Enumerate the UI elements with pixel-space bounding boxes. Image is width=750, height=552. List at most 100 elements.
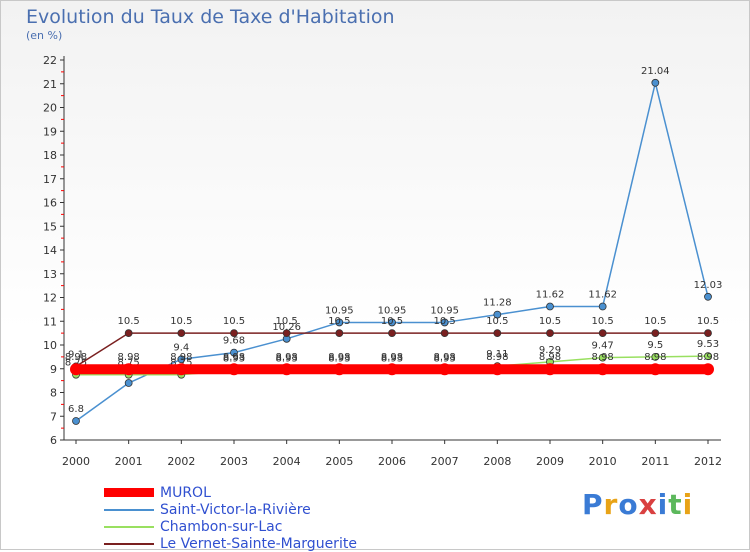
data-point bbox=[546, 302, 554, 311]
x-tick-label: 2003 bbox=[220, 455, 248, 468]
y-tick-label: 16 bbox=[43, 197, 57, 210]
data-label: 10.5 bbox=[434, 316, 456, 327]
data-point bbox=[438, 363, 451, 376]
y-tick-label: 21 bbox=[43, 78, 57, 91]
data-point bbox=[704, 292, 712, 301]
data-point bbox=[177, 329, 186, 338]
data-label: 9.53 bbox=[697, 339, 719, 350]
data-point bbox=[598, 329, 607, 338]
data-point bbox=[335, 318, 344, 327]
data-point bbox=[386, 363, 398, 376]
data-point bbox=[280, 363, 293, 376]
data-point bbox=[440, 318, 449, 327]
data-point bbox=[546, 329, 554, 338]
data-point bbox=[333, 363, 346, 376]
logo-letter: P bbox=[582, 488, 604, 521]
y-tick-label: 13 bbox=[43, 268, 57, 281]
data-label: 8.98 bbox=[539, 352, 561, 363]
data-point bbox=[493, 329, 502, 338]
x-tick-label: 2010 bbox=[589, 455, 617, 468]
data-point bbox=[228, 363, 240, 376]
data-label: 10.95 bbox=[325, 305, 354, 316]
data-point bbox=[649, 363, 662, 376]
data-point bbox=[388, 318, 396, 327]
data-label: 12.03 bbox=[694, 280, 723, 291]
data-point bbox=[491, 363, 504, 376]
data-label: 8.93 bbox=[223, 353, 245, 364]
data-point bbox=[70, 363, 82, 376]
logo-letter: r bbox=[603, 488, 619, 521]
legend-swatch bbox=[104, 508, 154, 511]
legend-label: Le Vernet-Sainte-Marguerite bbox=[160, 535, 357, 552]
legend-label: Saint-Victor-la-Rivière bbox=[160, 501, 311, 518]
y-tick-label: 8 bbox=[50, 387, 57, 400]
data-point bbox=[651, 78, 660, 87]
data-label: 9.11 bbox=[486, 349, 508, 360]
y-tick-label: 19 bbox=[43, 125, 57, 138]
chart-title: Evolution du Taux de Taxe d'Habitation bbox=[26, 6, 395, 28]
legend-item: Saint-Victor-la-Rivière bbox=[104, 501, 357, 518]
data-label: 8.93 bbox=[381, 353, 403, 364]
data-label: 10.5 bbox=[276, 316, 298, 327]
y-tick-label: 15 bbox=[43, 220, 57, 233]
data-point bbox=[493, 310, 502, 319]
data-label: 9.5 bbox=[647, 340, 663, 351]
data-point bbox=[651, 352, 660, 361]
data-point bbox=[598, 353, 607, 362]
data-label: 9.4 bbox=[173, 342, 189, 353]
y-tick-label: 7 bbox=[50, 410, 57, 423]
data-label: 8.98 bbox=[381, 352, 403, 363]
logo-letter: i bbox=[657, 488, 669, 521]
data-point bbox=[124, 379, 133, 387]
x-tick-label: 2006 bbox=[378, 455, 406, 468]
data-label: 8.98 bbox=[434, 352, 456, 363]
legend-item: Le Vernet-Sainte-Marguerite bbox=[104, 535, 357, 552]
data-label: 10.5 bbox=[118, 316, 140, 327]
x-tick-label: 2009 bbox=[536, 455, 564, 468]
legend-swatch bbox=[104, 488, 154, 497]
data-label: 9.47 bbox=[592, 341, 614, 352]
x-tick-label: 2000 bbox=[62, 455, 90, 468]
proxiti-logo: Proxiti bbox=[582, 488, 693, 521]
data-label: 6.8 bbox=[68, 404, 84, 415]
data-label: 11.62 bbox=[588, 290, 617, 301]
data-label: 10.5 bbox=[170, 316, 192, 327]
data-label: 8.98 bbox=[592, 352, 614, 363]
y-tick-label: 11 bbox=[43, 315, 57, 328]
x-tick-label: 2011 bbox=[641, 455, 669, 468]
chart-subtitle: (en %) bbox=[26, 29, 63, 42]
data-label: 8.98 bbox=[223, 352, 245, 363]
data-label: 8.98 bbox=[486, 352, 508, 363]
x-tick-label: 2012 bbox=[694, 455, 722, 468]
data-point bbox=[704, 352, 712, 361]
data-point bbox=[651, 329, 660, 338]
y-tick-label: 9 bbox=[50, 363, 57, 376]
data-label: 9.29 bbox=[539, 345, 561, 356]
x-tick-label: 2008 bbox=[483, 455, 511, 468]
data-label: 9.1 bbox=[68, 349, 84, 360]
data-label: 8.93 bbox=[328, 353, 350, 364]
legend-label: Chambon-sur-Lac bbox=[160, 518, 283, 535]
y-tick-label: 17 bbox=[43, 173, 57, 186]
data-label: 10.5 bbox=[223, 316, 245, 327]
data-label: 10.95 bbox=[430, 305, 459, 316]
data-label: 10.26 bbox=[272, 322, 301, 333]
data-point bbox=[440, 329, 449, 338]
data-point bbox=[544, 363, 556, 376]
y-tick-label: 12 bbox=[43, 292, 57, 305]
data-label: 8.98 bbox=[118, 352, 140, 363]
logo-letter: o bbox=[618, 488, 639, 521]
y-tick-label: 14 bbox=[43, 244, 57, 257]
data-label: 8.98 bbox=[644, 352, 666, 363]
data-label: 8.75 bbox=[170, 358, 192, 369]
data-label: 10.5 bbox=[328, 316, 350, 327]
x-tick-label: 2005 bbox=[325, 455, 353, 468]
data-point bbox=[124, 329, 133, 338]
data-label: 8.98 bbox=[276, 352, 298, 363]
logo-letter: i bbox=[682, 488, 694, 521]
data-label: 8.93 bbox=[434, 353, 456, 364]
data-point bbox=[704, 329, 712, 338]
data-label: 10.5 bbox=[697, 316, 719, 327]
